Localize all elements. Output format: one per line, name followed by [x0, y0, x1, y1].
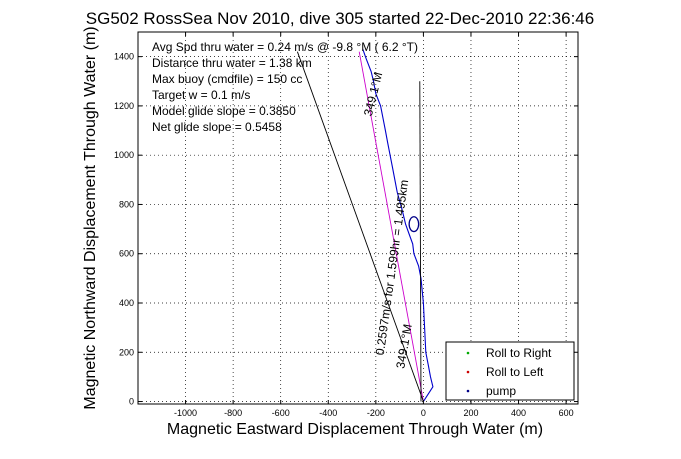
x-tick-label: 600	[559, 408, 574, 418]
y-tick-label: 800	[119, 199, 134, 209]
line-track	[362, 49, 434, 402]
y-tick-label: 0	[129, 397, 134, 407]
rotated-labels: 349.1°M0.2597m/s for 1.599hr = 1.495km34…	[361, 71, 415, 370]
y-tick-label: 400	[119, 298, 134, 308]
legend-entry: pump	[486, 384, 516, 398]
y-tick-label: 1200	[114, 101, 134, 111]
x-tick-label: -600	[272, 408, 290, 418]
legend-marker	[466, 370, 470, 374]
grid	[138, 32, 578, 404]
annotations: Avg Spd thru water = 0.24 m/s @ -9.8 °M …	[152, 40, 418, 134]
annotation-line: Avg Spd thru water = 0.24 m/s @ -9.8 °M …	[152, 40, 418, 54]
plot-frame	[137, 31, 579, 405]
y-tick-label: 1400	[114, 52, 134, 62]
y-tick-label: 600	[119, 249, 134, 259]
chart-title: SG502 RossSea Nov 2010, dive 305 started…	[86, 9, 594, 28]
annotation-line: Max buoy (cmdfile) = 150 cc	[152, 72, 302, 86]
x-tick-label: 0	[421, 408, 426, 418]
x-tick-label: 200	[463, 408, 478, 418]
x-tick-label: -200	[367, 408, 385, 418]
annotation-line: Model glide slope = 0.3850	[152, 104, 296, 118]
ticks: -1000 -800 -600 -400 -200 0 200 400 600 0 200 400 60…	[114, 32, 578, 418]
x-tick-label: -1000	[174, 408, 197, 418]
y-axis-label: Magnetic Northward Displacement Through …	[82, 26, 99, 409]
legend-entry: Roll to Right	[486, 346, 552, 360]
series-layer	[296, 49, 434, 402]
rotated-label: 349.1°M	[393, 323, 415, 370]
legend-marker	[466, 351, 470, 355]
x-tick-label: -800	[224, 408, 242, 418]
legend-entry: Roll to Left	[486, 365, 544, 379]
annotation-line: Net glide slope = 0.5458	[152, 120, 282, 134]
x-tick-label: 400	[511, 408, 526, 418]
legend-marker	[466, 389, 470, 393]
line-reference	[419, 81, 422, 402]
y-tick-label: 200	[119, 347, 134, 357]
legend: Roll to Right Roll to Left pump	[445, 341, 575, 401]
line-current-vector	[296, 51, 424, 402]
annotation-line: Distance thru water = 1.38 km	[152, 56, 312, 70]
y-tick-label: 1000	[114, 150, 134, 160]
track-loop	[408, 216, 420, 233]
line-heading	[358, 51, 424, 402]
annotation-line: Target w = 0.1 m/s	[152, 88, 250, 102]
x-axis-label: Magnetic Eastward Displacement Through W…	[167, 421, 543, 438]
x-tick-label: -400	[319, 408, 337, 418]
